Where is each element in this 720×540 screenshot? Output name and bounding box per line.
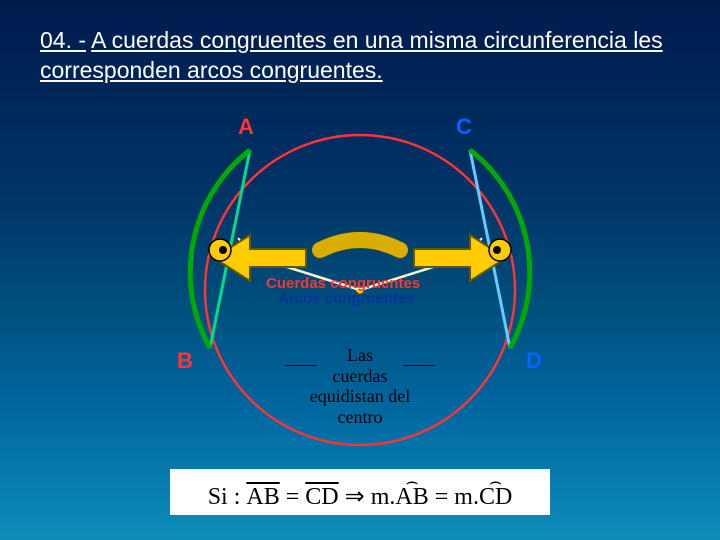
formula-arc-cd: CD: [479, 484, 512, 511]
title-text: A cuerdas congruentes en una misma circu…: [40, 27, 663, 83]
label-arcos-congruentes: Arcos congruentes: [278, 290, 415, 307]
point-c-label: C: [456, 114, 472, 140]
formula-m1: m.: [371, 484, 396, 511]
formula-box: Si : AB = CD ⇒ m.AB = m.CD: [170, 469, 550, 515]
point-d-label: D: [526, 348, 542, 374]
formula-m2: m.: [454, 484, 479, 511]
arrow-top-arc-outline: [320, 240, 400, 250]
title-number: 04. -: [40, 27, 86, 53]
caption-line1: Las cuerdas: [325, 345, 394, 386]
slide-title: 04. - A cuerdas congruentes en una misma…: [40, 26, 680, 86]
caption-rule-right: [403, 365, 435, 366]
formula-arc-ab: AB: [395, 484, 428, 511]
eye-right: [489, 239, 511, 261]
formula-eq2: =: [435, 484, 449, 511]
equidistance-caption: Las cuerdas equidistan del centro: [285, 345, 435, 428]
formula-ab: AB: [246, 484, 279, 511]
point-b-label: B: [177, 348, 193, 374]
formula-eq1: =: [286, 484, 300, 511]
caption-line3: centro: [285, 407, 435, 428]
formula-si: Si :: [208, 484, 241, 511]
caption-rule-left: [285, 365, 317, 366]
eye-left: [209, 239, 231, 261]
caption-line2: equidistan del: [285, 386, 435, 407]
formula-cd: CD: [305, 484, 338, 511]
point-a-label: A: [238, 114, 254, 140]
diagram: A C B D Cuerdas congruentes Arcos congru…: [160, 120, 560, 460]
formula-implies: ⇒: [345, 482, 365, 511]
